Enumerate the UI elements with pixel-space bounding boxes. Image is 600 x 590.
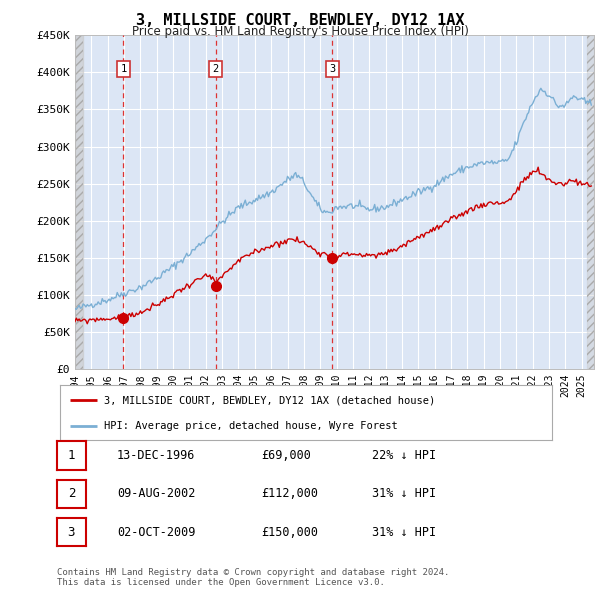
Text: 09-AUG-2002: 09-AUG-2002	[117, 487, 196, 500]
Text: 3: 3	[68, 526, 75, 539]
Text: 1: 1	[68, 449, 75, 462]
Text: HPI: Average price, detached house, Wyre Forest: HPI: Average price, detached house, Wyre…	[104, 421, 398, 431]
Text: 3: 3	[329, 64, 335, 74]
Text: Price paid vs. HM Land Registry's House Price Index (HPI): Price paid vs. HM Land Registry's House …	[131, 25, 469, 38]
Bar	[75, 35, 83, 369]
Bar	[587, 35, 594, 369]
Text: 13-DEC-1996: 13-DEC-1996	[117, 449, 196, 462]
Bar	[587, 35, 594, 369]
Text: £69,000: £69,000	[261, 449, 311, 462]
Text: £112,000: £112,000	[261, 487, 318, 500]
Text: £150,000: £150,000	[261, 526, 318, 539]
Text: 31% ↓ HPI: 31% ↓ HPI	[372, 526, 436, 539]
Text: 3, MILLSIDE COURT, BEWDLEY, DY12 1AX (detached house): 3, MILLSIDE COURT, BEWDLEY, DY12 1AX (de…	[104, 395, 436, 405]
Text: 02-OCT-2009: 02-OCT-2009	[117, 526, 196, 539]
Text: Contains HM Land Registry data © Crown copyright and database right 2024.
This d: Contains HM Land Registry data © Crown c…	[57, 568, 449, 587]
Text: 22% ↓ HPI: 22% ↓ HPI	[372, 449, 436, 462]
Text: 31% ↓ HPI: 31% ↓ HPI	[372, 487, 436, 500]
Text: 2: 2	[212, 64, 219, 74]
Text: 1: 1	[120, 64, 127, 74]
Text: 3, MILLSIDE COURT, BEWDLEY, DY12 1AX: 3, MILLSIDE COURT, BEWDLEY, DY12 1AX	[136, 13, 464, 28]
Bar	[75, 35, 83, 369]
Text: 2: 2	[68, 487, 75, 500]
